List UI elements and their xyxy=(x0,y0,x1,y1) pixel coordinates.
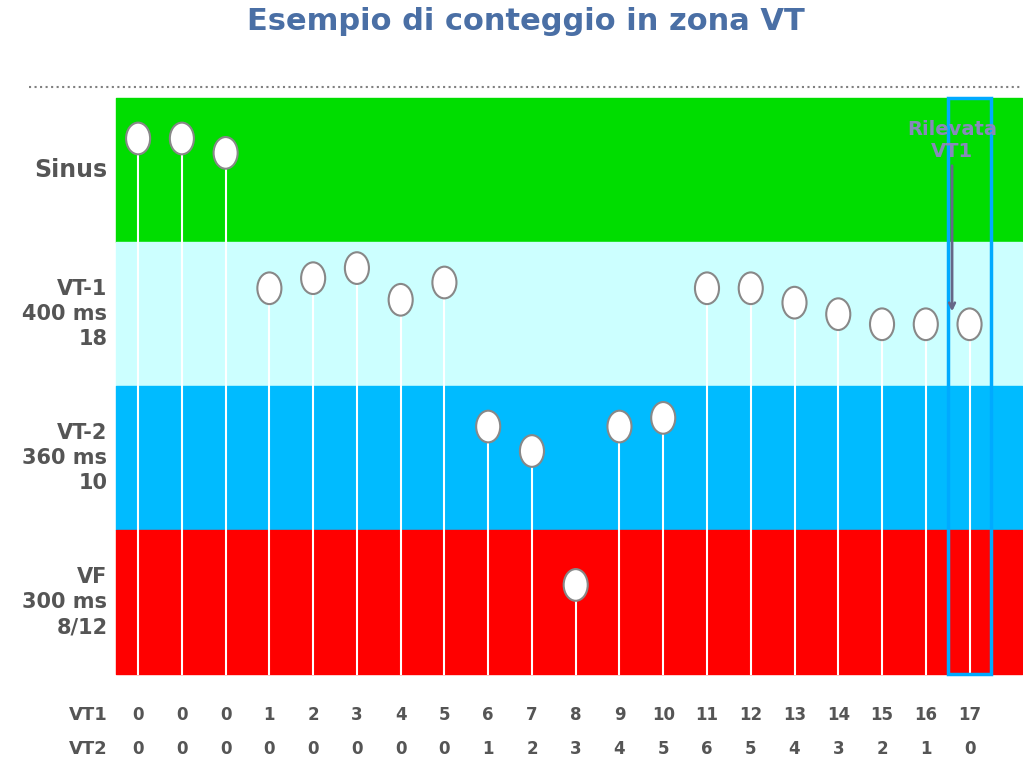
Ellipse shape xyxy=(782,287,807,318)
Text: 2: 2 xyxy=(877,740,888,758)
Ellipse shape xyxy=(257,272,281,304)
Text: 6: 6 xyxy=(483,705,494,723)
Text: 0: 0 xyxy=(395,740,406,758)
Text: 1: 1 xyxy=(483,740,494,758)
Text: 0: 0 xyxy=(308,740,319,758)
Text: 5: 5 xyxy=(438,705,450,723)
Text: 0: 0 xyxy=(133,740,144,758)
Ellipse shape xyxy=(914,308,937,340)
Text: 0: 0 xyxy=(220,705,232,723)
Ellipse shape xyxy=(695,272,719,304)
Text: 9: 9 xyxy=(613,705,626,723)
Text: 4: 4 xyxy=(613,740,626,758)
Text: 4: 4 xyxy=(788,740,801,758)
Ellipse shape xyxy=(432,267,457,299)
Text: 11: 11 xyxy=(696,705,718,723)
Text: 1: 1 xyxy=(920,740,931,758)
Text: VT-2
360 ms
10: VT-2 360 ms 10 xyxy=(23,423,107,493)
Text: 3: 3 xyxy=(570,740,581,758)
Text: 0: 0 xyxy=(351,740,362,758)
Text: 6: 6 xyxy=(701,740,713,758)
Text: 3: 3 xyxy=(832,740,844,758)
Text: 4: 4 xyxy=(395,705,406,723)
Ellipse shape xyxy=(958,308,982,340)
Text: 17: 17 xyxy=(958,705,981,723)
Ellipse shape xyxy=(476,411,500,443)
Text: 16: 16 xyxy=(915,705,937,723)
Text: 1: 1 xyxy=(263,705,275,723)
Ellipse shape xyxy=(127,123,150,154)
Text: VT2: VT2 xyxy=(69,740,107,758)
Text: Rilevata
VT1: Rilevata VT1 xyxy=(907,120,997,161)
Text: 10: 10 xyxy=(651,705,675,723)
Ellipse shape xyxy=(651,402,675,434)
Ellipse shape xyxy=(870,308,894,340)
Text: 5: 5 xyxy=(658,740,669,758)
Text: VT-1
400 ms
18: VT-1 400 ms 18 xyxy=(23,279,107,349)
Ellipse shape xyxy=(301,262,325,294)
Text: 0: 0 xyxy=(133,705,144,723)
Text: 3: 3 xyxy=(351,705,362,723)
Text: 0: 0 xyxy=(438,740,450,758)
Text: VF
300 ms
8/12: VF 300 ms 8/12 xyxy=(23,568,107,637)
Ellipse shape xyxy=(826,299,850,330)
Ellipse shape xyxy=(607,411,632,443)
Text: Sinus: Sinus xyxy=(34,158,107,182)
Text: 0: 0 xyxy=(964,740,975,758)
Text: 8: 8 xyxy=(570,705,581,723)
Text: 0: 0 xyxy=(263,740,275,758)
Ellipse shape xyxy=(564,569,588,601)
Ellipse shape xyxy=(345,253,369,284)
Text: 12: 12 xyxy=(739,705,762,723)
Text: 0: 0 xyxy=(176,740,187,758)
Text: 0: 0 xyxy=(176,705,187,723)
Text: 15: 15 xyxy=(871,705,893,723)
Ellipse shape xyxy=(170,123,193,154)
Text: VT1: VT1 xyxy=(69,705,107,723)
Text: 2: 2 xyxy=(526,740,538,758)
Ellipse shape xyxy=(214,137,238,169)
Text: 2: 2 xyxy=(308,705,319,723)
Text: 13: 13 xyxy=(783,705,806,723)
Ellipse shape xyxy=(739,272,762,304)
Ellipse shape xyxy=(520,435,544,467)
Text: 0: 0 xyxy=(220,740,232,758)
Title: Esempio di conteggio in zona VT: Esempio di conteggio in zona VT xyxy=(247,7,805,36)
Text: 7: 7 xyxy=(526,705,538,723)
Text: 14: 14 xyxy=(826,705,850,723)
Ellipse shape xyxy=(389,284,413,316)
Bar xyxy=(948,99,991,674)
Text: 5: 5 xyxy=(745,740,756,758)
